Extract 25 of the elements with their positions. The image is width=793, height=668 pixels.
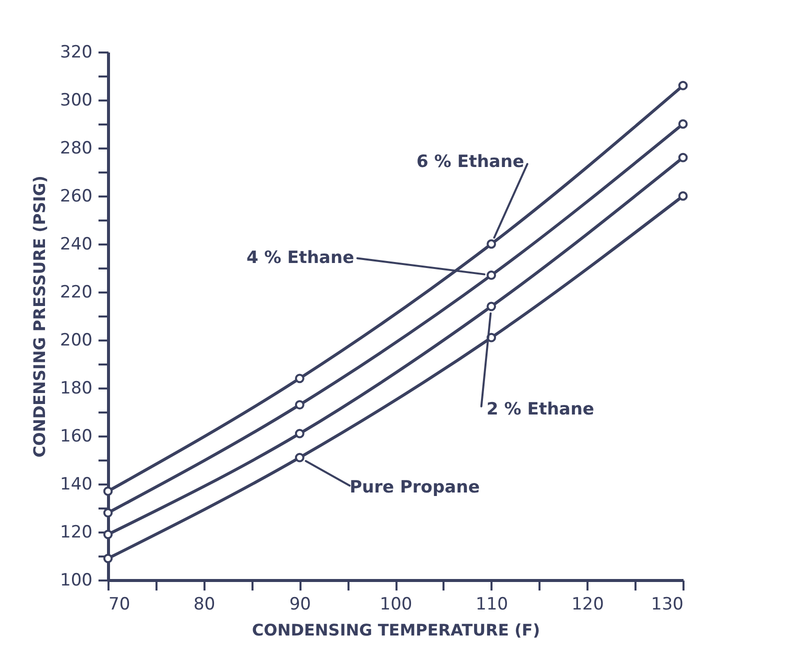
y-tick-label: 220	[60, 282, 92, 302]
y-tick-label: 200	[60, 330, 92, 350]
y-tick-label: 300	[60, 90, 92, 110]
y-tick-label: 260	[60, 186, 92, 206]
x-tick-label: 130	[651, 594, 684, 614]
text: 6 % Ethane	[416, 152, 524, 172]
x-tick-label: 70	[108, 594, 130, 614]
y-axis-title: CONDENSING PRESSURE (PSIG)	[30, 176, 50, 458]
y-tick-label: 160	[60, 426, 92, 446]
text: Pure Propane	[350, 478, 480, 498]
text: 4 % Ethane	[246, 248, 354, 268]
x-tick-label: 110	[476, 594, 508, 614]
x-tick-label: 90	[289, 594, 311, 614]
x-tick-label: 100	[380, 594, 412, 614]
y-tick-label: 120	[60, 522, 92, 542]
x-tick-label: 120	[571, 594, 604, 614]
y-tick-label: 320	[60, 42, 92, 62]
y-tick-label: 240	[60, 234, 92, 254]
x-tick-label: 80	[194, 594, 216, 614]
y-tick-label: 280	[60, 138, 92, 158]
y-tick-label: 100	[60, 570, 92, 590]
x-axis-title: CONDENSING TEMPERATURE (F)	[252, 620, 540, 640]
y-tick-label: 140	[60, 474, 92, 494]
y-tick-label: 180	[60, 378, 92, 398]
text: 2 % Ethane	[486, 399, 594, 420]
